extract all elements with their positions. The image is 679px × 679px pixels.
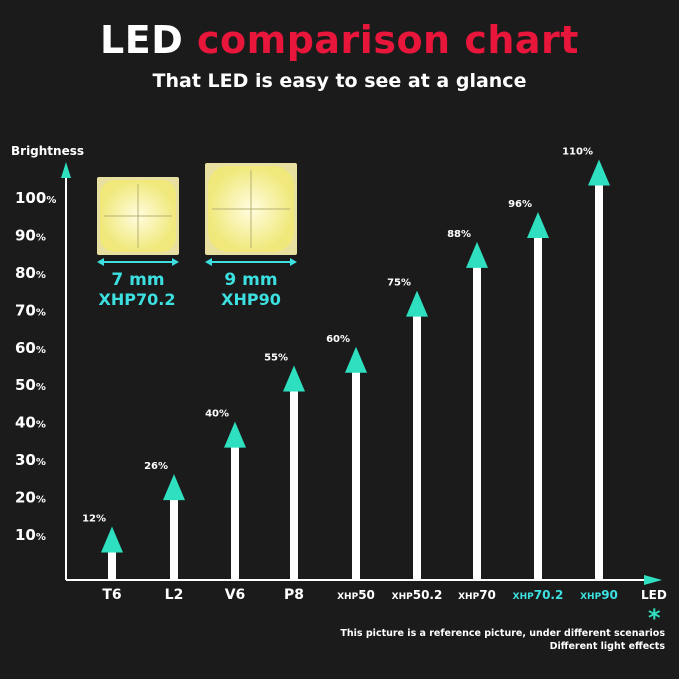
value-label-6: 88% [447,229,471,240]
bar-arrowhead-icon-6 [466,241,488,268]
bar-arrowhead-icon-0 [101,526,123,553]
chip-size-7mm: 7 mm [111,270,164,290]
value-label-1: 26% [144,461,168,472]
bar-2 [231,445,239,580]
value-label-3: 55% [264,353,288,364]
x-tick-label-3: P8 [284,587,304,603]
x-tick-label-5: XHP50.2 [392,588,443,602]
x-tick-label-8: XHP90 [580,588,618,602]
chart-title: LED comparison chart [0,18,679,62]
value-label-7: 96% [508,199,532,210]
x-tick-label-4: XHP50 [337,588,375,602]
bar-7 [534,235,542,580]
footnote-line-2: Different light effects [549,641,665,652]
y-tick-label-100: 100% [15,189,56,207]
y-tick-label-30: 30% [15,451,46,469]
bar-4 [352,370,360,580]
bar-arrowhead-icon-4 [345,346,367,373]
y-tick-label-60: 60% [15,339,46,357]
value-label-0: 12% [82,514,106,525]
chip-sample-7mm: 7 mm XHP70.2 [97,177,179,309]
bar-arrowhead-icon-5 [406,290,428,317]
y-tick-label-80: 80% [15,264,46,282]
y-tick-label-90: 90% [15,226,46,244]
bar-8 [595,183,603,581]
x-axis-arrow-icon [644,575,662,585]
chip-name-xhp70-2: XHP70.2 [99,290,176,309]
value-label-5: 75% [387,278,411,289]
bar-arrowhead-icon-8 [588,159,610,186]
x-tick-label-2: V6 [225,587,246,603]
footnote-line-1: This picture is a reference picture, und… [340,628,665,639]
x-tick-label-0: T6 [102,587,121,603]
chip-size-9mm: 9 mm [224,270,277,290]
y-tick-label-70: 70% [15,301,46,319]
title-led: LED [100,18,184,62]
x-tick-label-6: XHP70 [458,588,496,602]
x-tick-label-1: L2 [165,587,184,603]
chip-sample-9mm: 9 mm XHP90 [205,163,297,309]
y-axis-arrow-icon [61,162,71,178]
x-axis-title: LED [641,588,667,602]
bar-6 [473,265,481,580]
chip-name-xhp90: XHP90 [221,290,281,309]
y-tick-label-20: 20% [15,489,46,507]
title-comparison-chart: comparison chart [196,18,579,62]
bar-arrowhead-icon-2 [224,421,246,448]
bar-arrowhead-icon-7 [527,211,549,238]
bar-arrowhead-icon-1 [163,474,185,501]
value-label-2: 40% [205,409,229,420]
chart-subtitle: That LED is easy to see at a glance [152,70,527,92]
y-tick-label-50: 50% [15,376,46,394]
y-tick-label-40: 40% [15,414,46,432]
bar-1 [170,498,178,580]
footnote-asterisk: * [648,604,661,632]
bar-5 [413,314,421,580]
y-axis-title: Brightness [11,144,84,158]
y-tick-label-10: 10% [15,526,46,544]
x-tick-label-7: XHP70.2 [513,588,564,602]
value-label-4: 60% [326,334,350,345]
bar-arrowhead-icon-3 [283,365,305,392]
bar-0 [108,550,116,580]
value-label-8: 110% [562,147,593,158]
bar-3 [290,389,298,580]
